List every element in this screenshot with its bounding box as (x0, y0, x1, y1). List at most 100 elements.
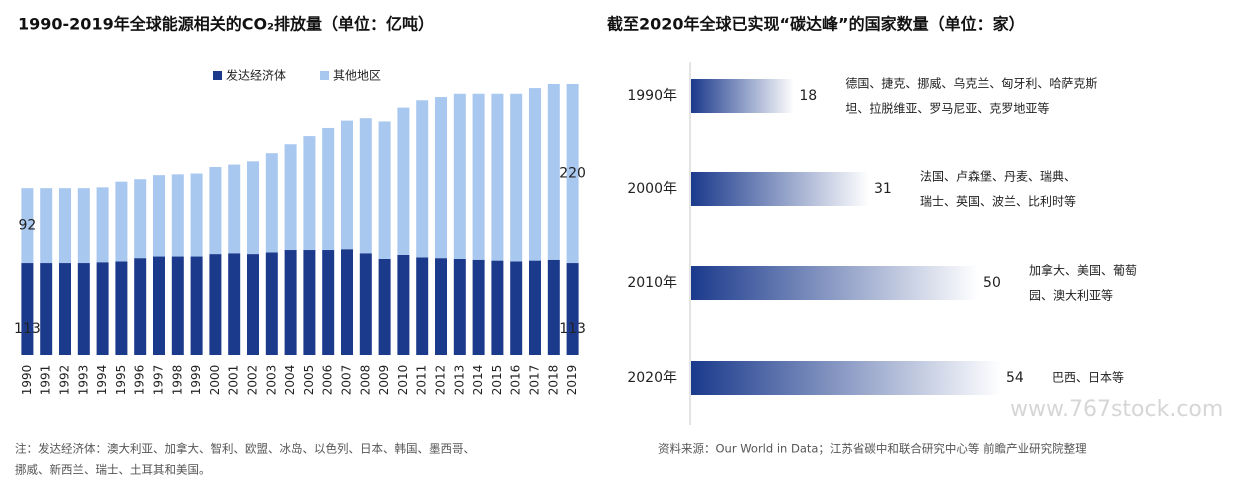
legend-label: 发达经济体 (226, 68, 286, 83)
bar-segment (284, 144, 297, 251)
bar-segment (435, 258, 447, 355)
data-label: 31 (874, 181, 892, 197)
x-tick-label: 1994 (95, 365, 109, 396)
data-label: 54 (1006, 370, 1024, 386)
x-tick-label: 1999 (189, 365, 203, 396)
bar-segment (59, 188, 71, 264)
legend-swatch (213, 71, 222, 80)
y-tick-label: 2020年 (627, 370, 677, 386)
bar-segment (190, 256, 203, 355)
bar-segment (566, 263, 579, 355)
bar-segment (303, 136, 316, 251)
bar-segment (378, 258, 391, 355)
data-label: 113 (14, 321, 41, 337)
bar-segment (510, 261, 523, 355)
bar (691, 266, 979, 300)
data-label: 92 (18, 218, 36, 234)
bar-segment (40, 188, 53, 264)
x-tick-label: 2005 (302, 365, 316, 396)
data-label: 18 (799, 88, 817, 104)
y-tick-label: 1990年 (627, 88, 677, 104)
bar-segment (228, 253, 241, 355)
x-tick-label: 2018 (546, 365, 560, 396)
y-tick-label: 2000年 (627, 181, 677, 197)
annotation: 瑞士、英国、波兰、比利时等 (920, 195, 1076, 209)
x-tick-label: 2002 (246, 365, 260, 396)
bar-segment (472, 259, 485, 355)
x-tick-label: 2006 (321, 365, 335, 396)
x-tick-label: 2010 (396, 365, 410, 396)
x-tick-label: 1997 (152, 365, 166, 396)
x-tick-label: 2003 (264, 365, 278, 396)
bar-segment (134, 179, 147, 259)
x-tick-label: 1992 (58, 365, 72, 396)
x-tick-label: 1991 (39, 365, 53, 396)
bar-segment (453, 93, 466, 259)
annotation: 加拿大、美国、葡萄 (1029, 263, 1137, 278)
bar-segment (21, 188, 34, 264)
bar-segment (397, 254, 410, 355)
x-tick-label: 1993 (76, 365, 90, 396)
bar-segment (96, 262, 109, 355)
bar-segment (472, 93, 485, 260)
legend-label: 其他地区 (333, 69, 381, 83)
bar-segment (153, 175, 165, 257)
bar-segment (322, 127, 335, 251)
bar-segment (171, 174, 184, 257)
x-tick-label: 1996 (133, 365, 147, 396)
bar-segment (115, 261, 128, 355)
bar-segment (416, 100, 429, 258)
bar-segment (247, 254, 259, 355)
x-tick-label: 2016 (509, 365, 523, 396)
bar-segment (21, 263, 34, 355)
bar (691, 79, 795, 113)
bar-segment (115, 181, 128, 262)
bar-segment (171, 256, 184, 355)
legend-swatch (320, 71, 329, 80)
bar-segment (341, 249, 353, 355)
bar-segment (284, 250, 297, 355)
bar-segment (247, 161, 259, 255)
annotation: 园、澳大利亚等 (1029, 289, 1113, 303)
bar-segment (341, 120, 353, 250)
bar-segment (529, 260, 541, 355)
bar-segment (359, 118, 372, 254)
bar-segment (453, 258, 466, 355)
x-tick-label: 2007 (340, 365, 354, 396)
bar-segment (190, 173, 203, 257)
x-tick-label: 1998 (170, 365, 184, 396)
bar-segment (59, 263, 71, 355)
x-tick-label: 2014 (471, 365, 485, 396)
bar-segment (96, 187, 109, 263)
y-tick-label: 2010年 (627, 275, 677, 291)
bar-segment (228, 164, 241, 254)
bar-segment (265, 153, 278, 253)
annotation: 坦、拉脱维亚、罗马尼亚、克罗地亚等 (845, 101, 1049, 116)
bar-segment (547, 84, 560, 260)
x-tick-label: 2019 (565, 365, 579, 396)
bar-segment (265, 252, 278, 355)
annotation: 法国、卢森堡、丹麦、瑞典、 (920, 169, 1076, 184)
bar-segment (77, 188, 90, 264)
bar-segment (378, 121, 391, 259)
bar-segment (491, 260, 504, 355)
source: 资料来源：Our World in Data；江苏省碳中和联合研究中心等 前瞻产… (658, 442, 1087, 456)
bar-segment (510, 93, 523, 262)
bar-segment (209, 167, 222, 255)
chart-title: 1990-2019年全球能源相关的CO₂排放量（单位：亿吨） (18, 15, 434, 34)
bar-segment (397, 107, 410, 255)
x-tick-label: 2011 (415, 365, 429, 396)
bar-segment (209, 254, 222, 355)
x-tick-label: 2012 (434, 365, 448, 396)
data-label: 220 (559, 166, 586, 182)
x-tick-label: 2013 (452, 365, 466, 396)
x-tick-label: 2008 (358, 365, 372, 396)
bar-segment (77, 263, 90, 355)
x-tick-label: 2004 (283, 365, 297, 396)
x-tick-label: 2009 (377, 365, 391, 396)
bar-segment (435, 97, 447, 259)
x-tick-label: 2015 (490, 365, 504, 396)
x-tick-label: 2000 (208, 365, 222, 396)
note: 挪威、新西兰、瑞士、土耳其和美国。 (15, 463, 211, 477)
data-label: 113 (559, 321, 586, 337)
